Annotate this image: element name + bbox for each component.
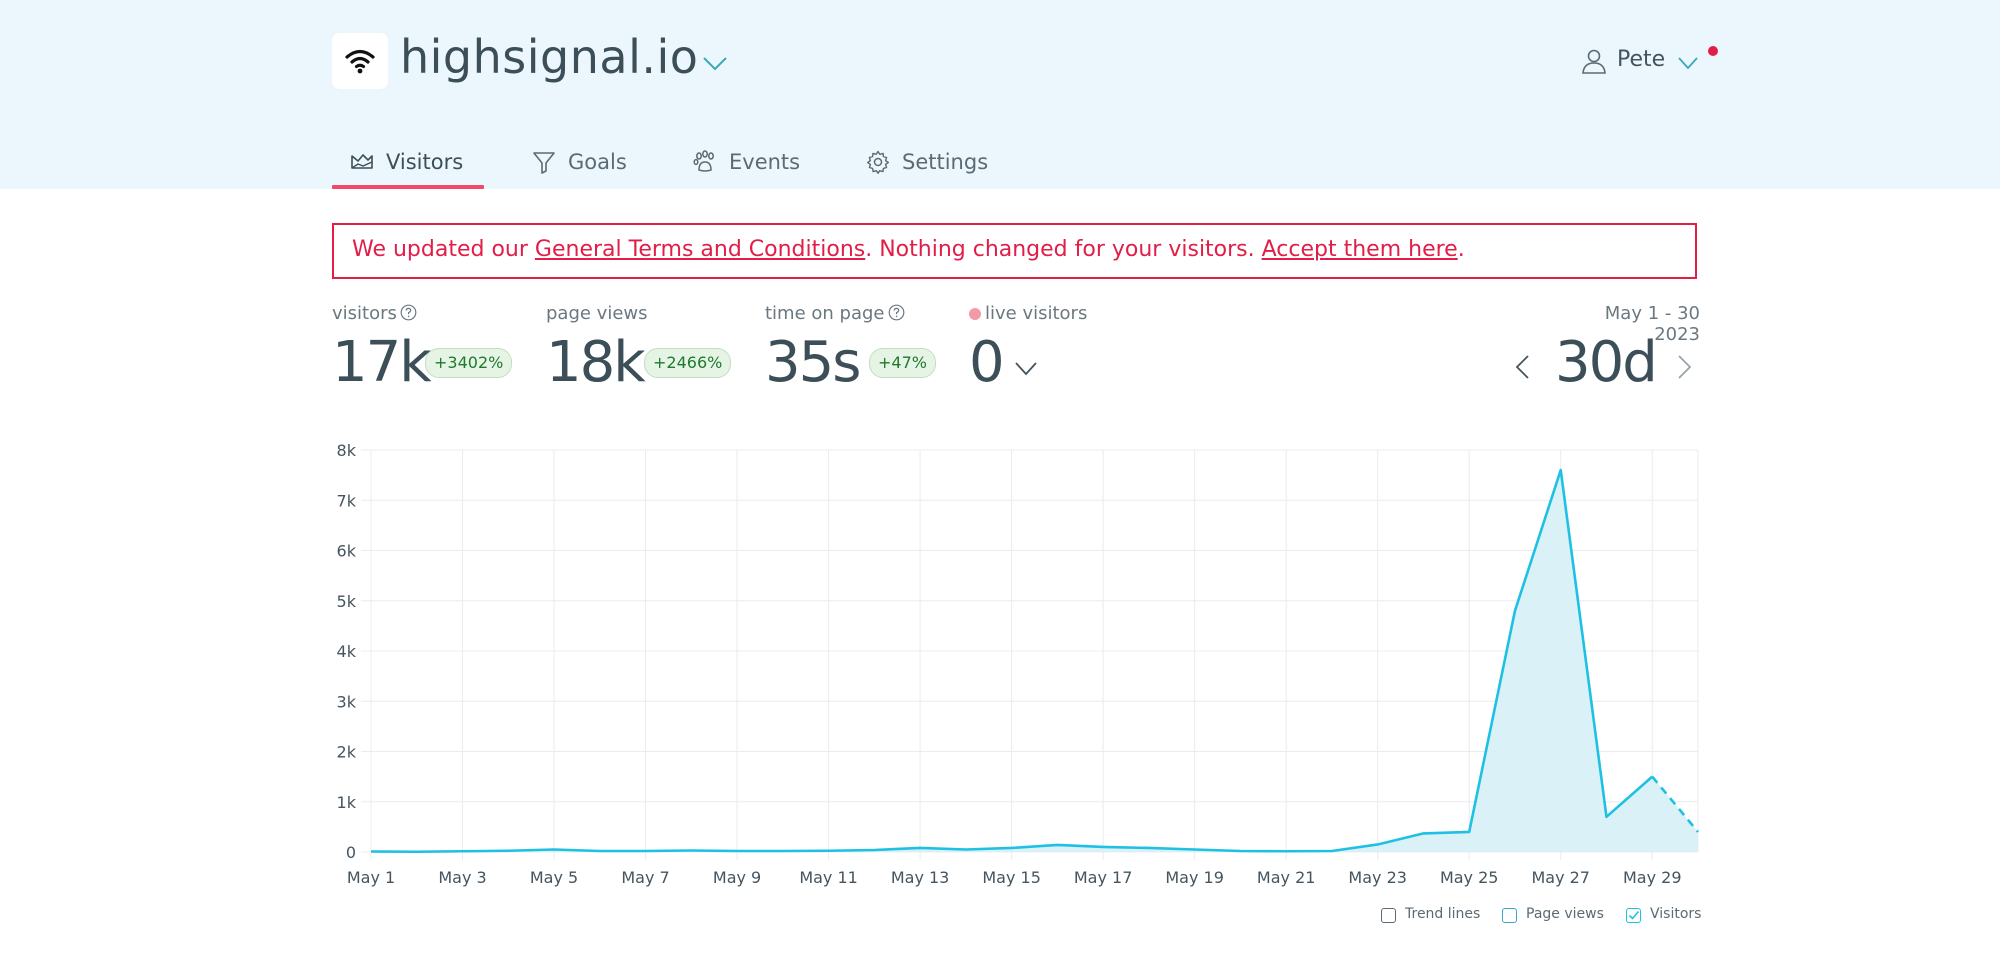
legend-label: Visitors [1650,906,1702,922]
active-tab-underline [332,185,484,189]
visitors-chart[interactable]: 0 1k 2k 3k 4k 5k 6k 7k 8k May 1 May 3 May 5 May 7 May… [0,430,2000,890]
tab-label: Visitors [386,150,464,174]
page-views-stat-value[interactable]: 18k [546,330,646,395]
chevron-right-icon[interactable] [1677,354,1693,380]
date-range-label: May 1 - 30 2023 [1604,303,1700,345]
gear-icon [867,150,889,174]
x-tick-label: May 21 [1257,868,1316,887]
x-tick-label: May 3 [438,868,486,887]
visitors-stat-value[interactable]: 17k [332,330,432,395]
y-tick-label: 3k [337,692,357,711]
x-tick-label: May 29 [1623,868,1682,887]
x-tick-label: May 13 [891,868,950,887]
notice-middle: . Nothing changed for your visitors. [865,237,1262,262]
x-tick-label: May 15 [982,868,1041,887]
x-tick-label: May 25 [1440,868,1499,887]
chevron-down-icon [1678,57,1698,70]
y-tick-label: 4k [337,642,357,661]
x-tick-label: May 11 [799,868,858,887]
user-name: Pete [1617,47,1666,72]
checkbox-checked[interactable] [1626,908,1641,923]
notification-dot [1708,46,1718,56]
y-tick-label: 6k [337,542,357,561]
funnel-icon [533,152,555,174]
paw-icon [693,150,714,172]
tab-label: Goals [568,150,627,174]
page-views-change-badge: +2466% [644,348,732,378]
site-name[interactable]: highsignal.io [400,30,699,84]
visitors-change-badge: +3402% [425,348,513,378]
visitors-area [371,470,1698,852]
visitors-line [370,468,1654,854]
user-icon [1582,49,1606,74]
checkbox-unchecked[interactable] [1381,908,1396,923]
x-tick-label: May 1 [347,868,395,887]
visitors-line-partial [1651,775,1700,833]
tab-label: Settings [902,150,989,174]
y-tick-label: 5k [337,592,357,611]
time-on-page-stat-label: time on page [765,303,905,324]
terms-notice: We updated our General Terms and Conditi… [332,223,1697,279]
header-band [0,0,2000,189]
time-on-page-stat-value[interactable]: 35s [765,330,861,395]
x-tick-label: May 27 [1531,868,1590,887]
help-icon[interactable] [888,304,905,321]
y-tick-label: 2k [337,743,357,762]
x-tick-label: May 5 [530,868,578,887]
x-tick-label: May 19 [1165,868,1224,887]
help-icon[interactable] [400,304,417,321]
chevron-left-icon[interactable] [1514,354,1530,380]
tab-label: Events [729,150,801,174]
date-range-value[interactable]: 30d [1555,330,1658,395]
legend-label: Page views [1526,906,1604,922]
chevron-down-icon[interactable] [702,54,728,72]
checkbox-unchecked[interactable] [1502,908,1517,923]
visitors-stat-label: visitors [332,303,417,324]
accept-terms-link[interactable]: Accept them here [1261,237,1458,262]
crown-chart-icon [351,154,373,169]
stat-label-text: visitors [332,303,397,324]
page-views-stat-label: page views [546,303,648,324]
notice-prefix: We updated our [352,237,535,262]
chevron-down-icon[interactable] [1014,360,1038,376]
live-visitors-stat-label: live visitors [969,303,1087,324]
y-tick-label: 0 [346,843,356,862]
legend-label: Trend lines [1405,906,1481,922]
stat-label-text: live visitors [985,303,1088,324]
wifi-icon [345,49,375,74]
y-tick-label: 7k [337,491,357,510]
notice-suffix: . [1457,237,1465,262]
x-tick-label: May 17 [1074,868,1133,887]
x-tick-label: May 9 [713,868,761,887]
live-indicator-dot [969,308,981,320]
check-icon [1628,910,1640,920]
x-tick-label: May 23 [1348,868,1407,887]
y-tick-label: 8k [337,441,357,460]
time-on-page-change-badge: +47% [869,348,936,378]
live-visitors-stat-value[interactable]: 0 [969,330,1005,395]
terms-link[interactable]: General Terms and Conditions [534,237,866,262]
x-tick-label: May 7 [621,868,669,887]
site-logo[interactable] [332,33,388,89]
stat-label-text: time on page [765,303,885,324]
y-tick-label: 1k [337,793,357,812]
